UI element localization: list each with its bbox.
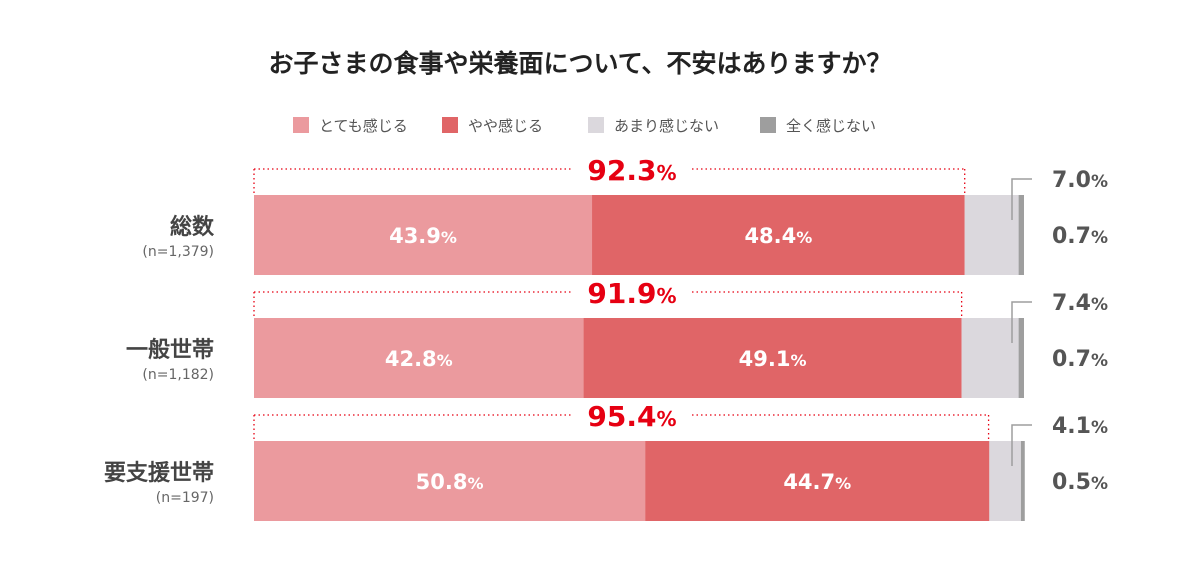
bar-segment-somewhat [645,441,990,521]
category-sample-size: (n=1,379) [142,244,214,260]
total-value-label: 95.4% [587,400,676,433]
bar-segment-very [254,441,646,521]
callout-leader [1011,301,1032,343]
legend-item-not_much: あまり感じない [588,117,719,135]
row-0: 総数 (n=1,379) 43.9% 48.4% 92.3% 7.0% 0.7% [142,154,1108,275]
bar-segment-not_at_all [1018,195,1024,275]
category-sample-size: (n=1,182) [142,367,214,383]
bar-value-label-very: 50.8% [416,470,484,494]
side-value-label-not-at-all: 0.7% [1052,347,1108,372]
bar-segment-not_much [961,318,1019,398]
legend-swatch-not_much [588,117,604,133]
legend-label-not_much: あまり感じない [614,117,719,135]
chart-title: お子さまの食事や栄養面について、不安はありますか？ [268,49,891,78]
legend-label-somewhat: やや感じる [468,117,543,135]
legend-swatch-not_at_all [760,117,776,133]
bar-segment-very [254,195,593,275]
bar-segment-not_at_all [1020,441,1025,521]
legend-item-very: とても感じる [293,117,408,135]
category-label: 一般世帯 [126,337,214,363]
bar-segment-not_much [989,441,1021,521]
bar-segment-somewhat [592,195,965,275]
legend-label-very: とても感じる [319,117,408,135]
legend: とても感じる やや感じる あまり感じない 全く感じない [293,117,876,135]
legend-item-not_at_all: 全く感じない [760,117,876,135]
row-2: 要支援世帯 (n=197) 50.8% 44.7% 95.4% 4.1% 0.5% [104,400,1108,521]
legend-swatch-very [293,117,309,133]
total-bracket [253,291,963,318]
legend-item-somewhat: やや感じる [442,117,543,135]
category-sample-size: (n=197) [156,490,214,506]
bar-segment-not_much [964,195,1019,275]
side-value-label-not-much: 7.4% [1052,291,1108,316]
side-value-label-not-at-all: 0.7% [1052,224,1108,249]
total-value-label: 91.9% [587,277,676,310]
side-value-label-not-much: 4.1% [1052,414,1108,439]
bar-segment-not_at_all [1018,318,1024,398]
bar-segment-very [254,318,584,398]
bar-value-label-very: 42.8% [385,347,453,371]
total-bracket [253,168,966,195]
row-1: 一般世帯 (n=1,182) 42.8% 49.1% 91.9% 7.4% 0.7% [126,277,1108,398]
total-bracket [253,414,990,441]
bar-value-label-somewhat: 48.4% [744,224,812,248]
bar-value-label-very: 43.9% [389,224,457,248]
category-label: 要支援世帯 [104,460,214,486]
total-value-label: 92.3% [587,154,676,187]
callout-leader [1011,178,1032,220]
category-label: 総数 [170,214,215,240]
callout-leader [1011,424,1032,466]
bar-value-label-somewhat: 44.7% [783,470,851,494]
side-value-label-not-much: 7.0% [1052,168,1108,193]
bar-value-label-somewhat: 49.1% [739,347,807,371]
legend-label-not_at_all: 全く感じない [786,117,876,135]
side-value-label-not-at-all: 0.5% [1052,470,1108,495]
legend-swatch-somewhat [442,117,458,133]
bar-segment-somewhat [583,318,962,398]
chart-rows: 総数 (n=1,379) 43.9% 48.4% 92.3% 7.0% 0.7% 一般世帯 (n… [104,154,1108,521]
